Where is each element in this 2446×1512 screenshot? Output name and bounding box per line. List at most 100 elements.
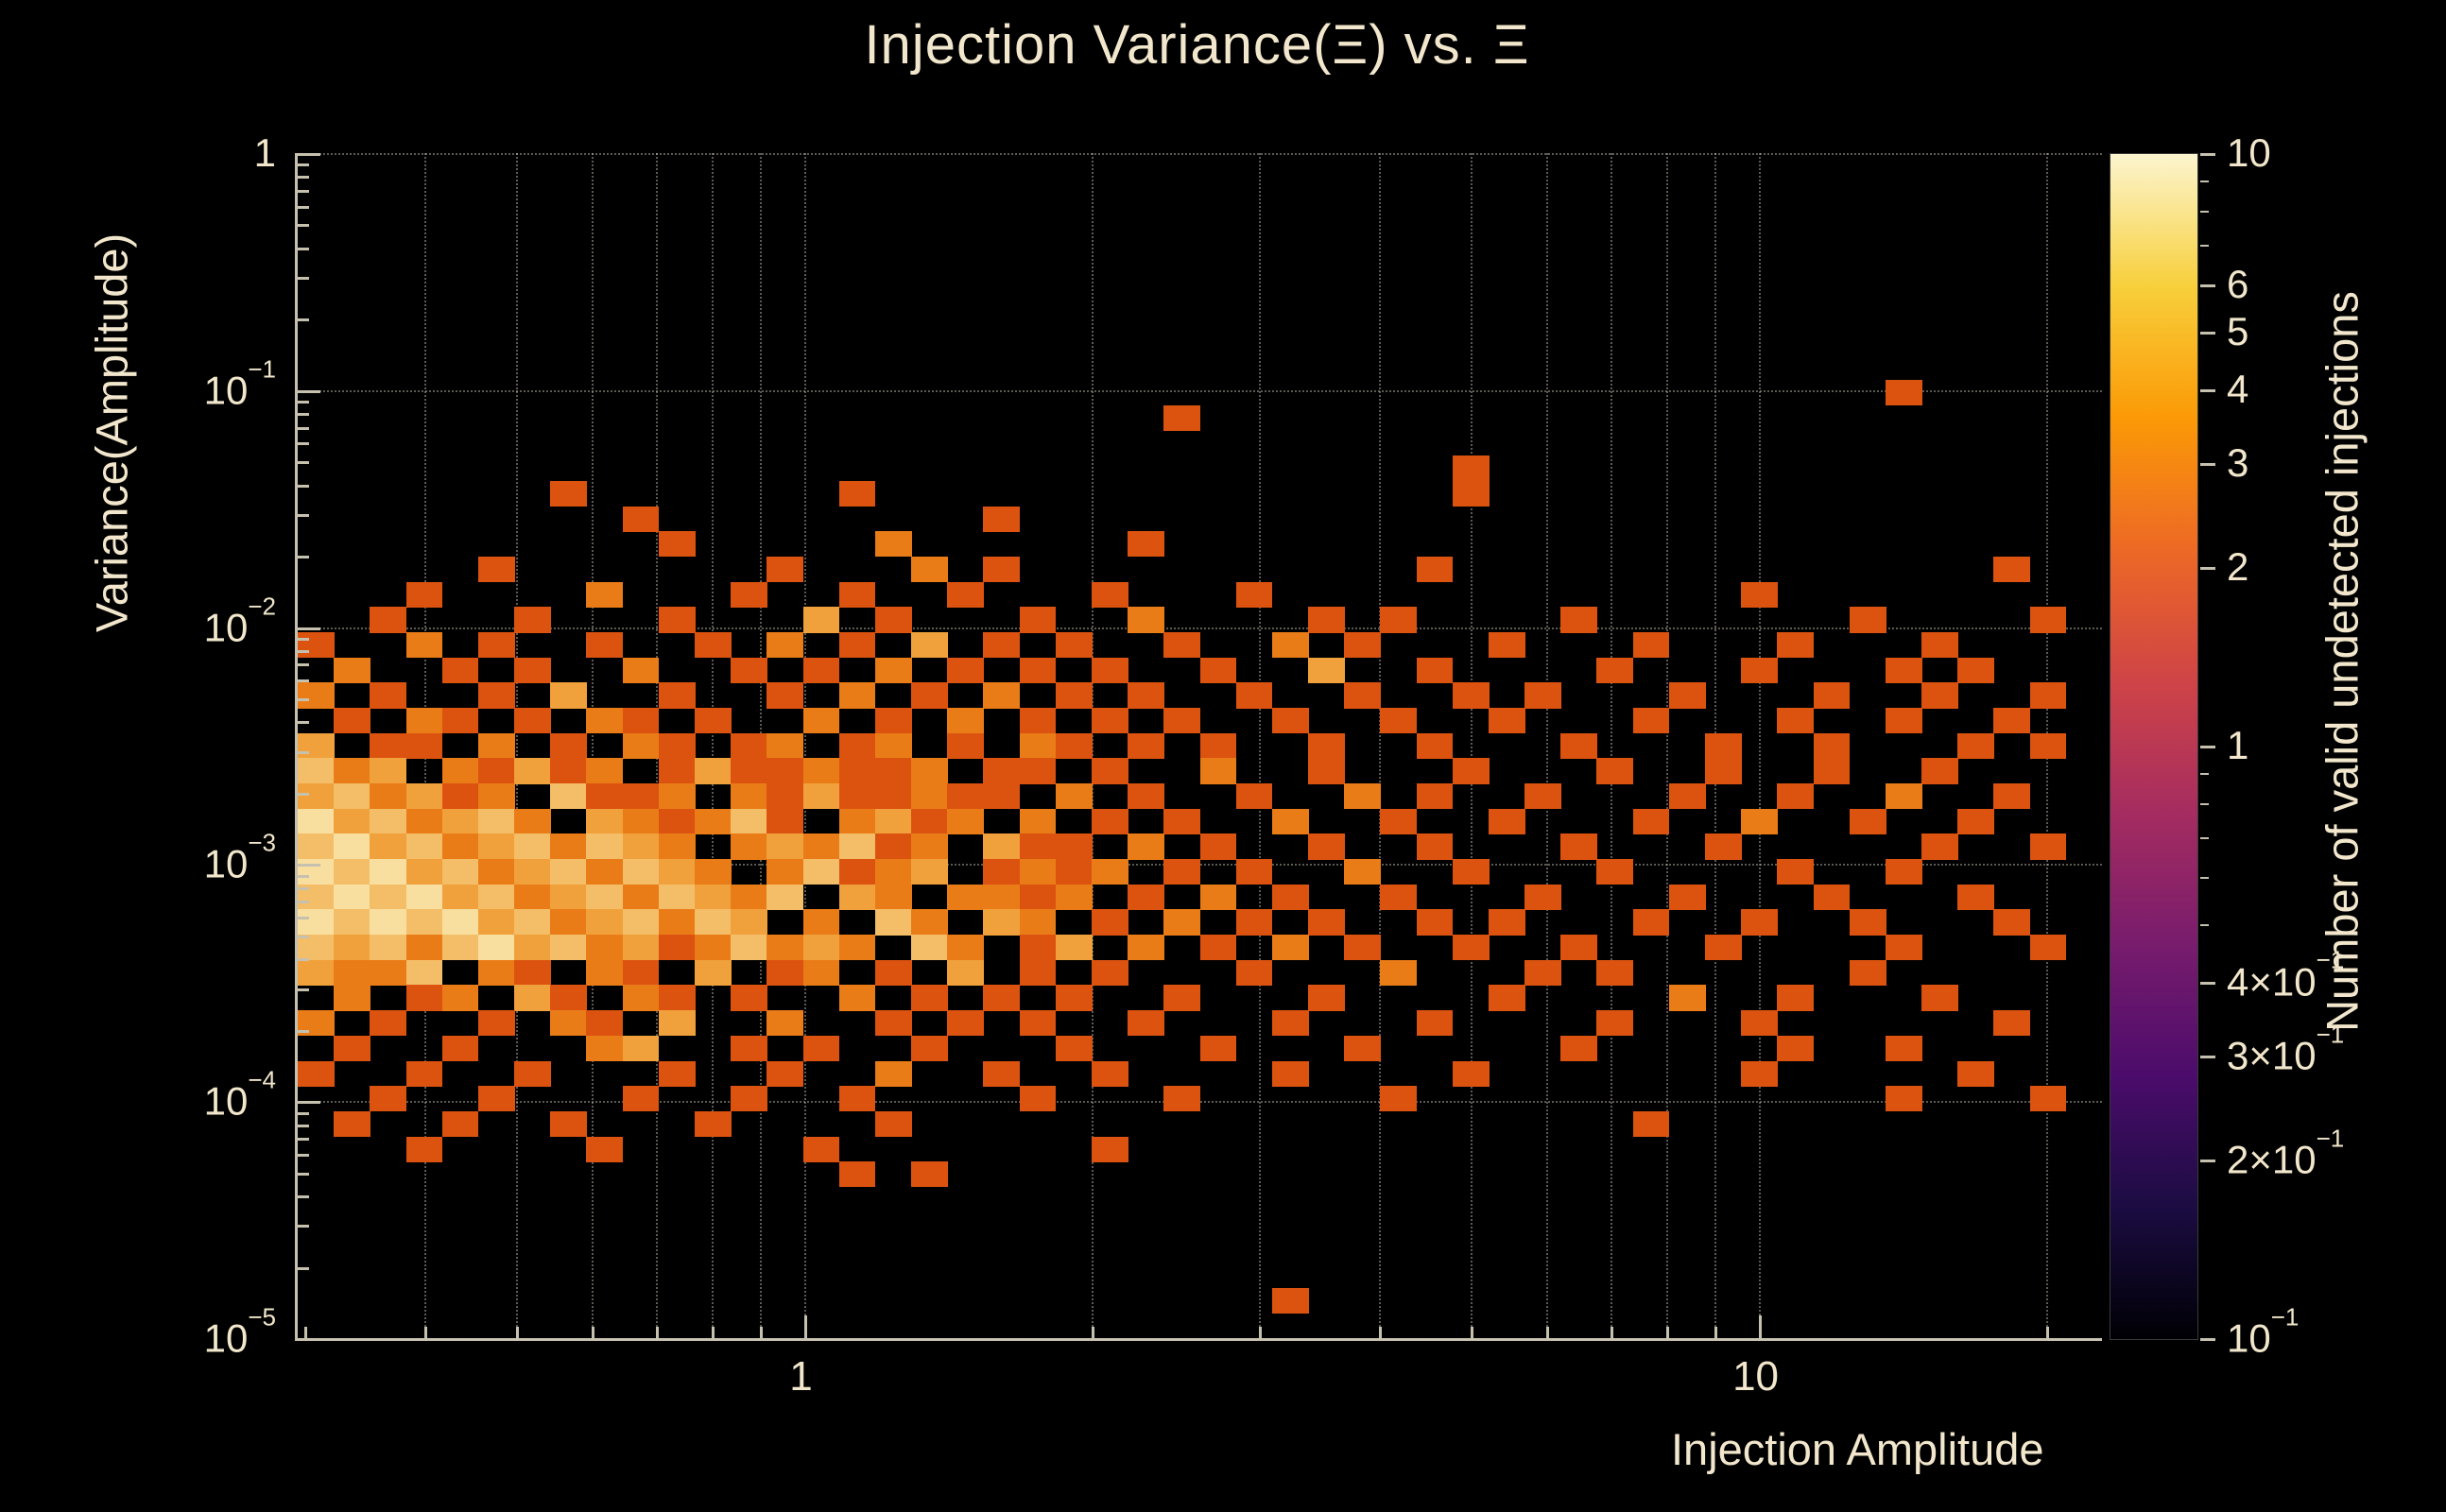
heatmap-cell (658, 732, 696, 759)
heatmap-cell (802, 707, 840, 734)
heatmap-cell (767, 935, 804, 961)
heatmap-cell (1885, 707, 1922, 734)
y-axis-tick (298, 426, 309, 430)
heatmap-cell (441, 783, 479, 810)
heatmap-cell (1885, 380, 1922, 406)
y-axis-tick (298, 1338, 320, 1341)
gridline-vertical (803, 153, 806, 1338)
heatmap-cell (1128, 1010, 1164, 1037)
heatmap-cell (1452, 682, 1490, 709)
heatmap-cell (874, 959, 912, 987)
heatmap-cell (1128, 935, 1164, 961)
heatmap-cell (1380, 959, 1418, 987)
heatmap-cell (947, 707, 984, 734)
heatmap-cell (1308, 909, 1345, 936)
heatmap-cell (658, 531, 696, 558)
heatmap-cell (1524, 783, 1561, 810)
heatmap-cell (1019, 833, 1057, 860)
heatmap-cell (1488, 707, 1525, 734)
heatmap-cell (370, 909, 407, 936)
heatmap-cell (441, 909, 479, 936)
heatmap-cell (2029, 607, 2067, 633)
heatmap-cell (1163, 631, 1201, 659)
x-axis-tick (1714, 1327, 1718, 1338)
heatmap-cell (1128, 607, 1164, 633)
heatmap-cell (983, 1060, 1021, 1087)
heatmap-cell (1091, 1060, 1128, 1087)
heatmap-cell (802, 909, 840, 936)
heatmap-cell (874, 732, 912, 759)
heatmap-cell (1596, 758, 1634, 784)
heatmap-cell (1344, 682, 1381, 709)
heatmap-cell (874, 1110, 912, 1138)
heatmap-cell (802, 1035, 840, 1062)
heatmap-cell (658, 808, 696, 834)
heatmap-cell (477, 909, 515, 936)
heatmap-cell (477, 833, 515, 860)
heatmap-cell (622, 732, 660, 759)
heatmap-cell (1091, 959, 1128, 987)
y-axis-tick (298, 1266, 309, 1270)
heatmap-cell (405, 732, 443, 759)
heatmap-cell (838, 808, 876, 834)
heatmap-cell (550, 909, 588, 936)
heatmap-cell (731, 581, 767, 608)
heatmap-cell (1596, 1010, 1634, 1037)
y-axis-tick (298, 638, 309, 642)
heatmap-cell (1632, 631, 1670, 659)
y-axis-tick (298, 958, 309, 962)
y-axis-tick (298, 163, 309, 167)
heatmap-cell (694, 1110, 732, 1138)
heatmap-cell (622, 707, 660, 734)
heatmap-cell (370, 833, 407, 860)
heatmap-cell (586, 859, 624, 885)
x-axis-tick (711, 1327, 715, 1338)
x-axis-tick (1758, 1315, 1762, 1338)
heatmap-cell (1524, 959, 1561, 987)
heatmap-cell (334, 959, 370, 987)
heatmap-cell (1271, 808, 1309, 834)
heatmap-cell (1668, 682, 1706, 709)
gridline-vertical (516, 153, 519, 1338)
heatmap-cell (1957, 1060, 1995, 1087)
y-axis-tick (298, 721, 309, 725)
heatmap-cell (1128, 732, 1164, 759)
heatmap-cell (1705, 758, 1742, 784)
heatmap-cell (477, 959, 515, 987)
heatmap-cell (370, 758, 407, 784)
heatmap-cell (731, 833, 767, 860)
heatmap-cell (1993, 707, 2031, 734)
heatmap-cell (441, 808, 479, 834)
heatmap-cell (1993, 783, 2031, 810)
heatmap-cell (694, 758, 732, 784)
heatmap-cell (1921, 631, 1958, 659)
heatmap-cell (622, 808, 660, 834)
y-axis-tick (298, 205, 309, 209)
heatmap-cell (405, 884, 443, 910)
heatmap-cell (1596, 859, 1634, 885)
heatmap-cell (334, 935, 370, 961)
heatmap-cell (838, 480, 876, 507)
heatmap-cell (1957, 808, 1995, 834)
heatmap-cell (874, 859, 912, 885)
heatmap-cell (441, 833, 479, 860)
colorbar (2110, 153, 2198, 1340)
heatmap-cell (1452, 935, 1490, 961)
heatmap-cell (838, 1161, 876, 1188)
heatmap-cell (441, 859, 479, 885)
heatmap-cell (1524, 884, 1561, 910)
heatmap-cell (1271, 935, 1309, 961)
heatmap-cell (983, 682, 1021, 709)
colorbar-minor-tick (2200, 1055, 2209, 1057)
heatmap-cell (802, 1136, 840, 1162)
heatmap-cell (874, 707, 912, 734)
colorbar-tick-label: 4 (2227, 366, 2249, 411)
heatmap-cell (1560, 1035, 1598, 1062)
heatmap-cell (1524, 682, 1561, 709)
heatmap-cell (911, 556, 948, 583)
heatmap-cell (586, 959, 624, 987)
heatmap-cell (947, 732, 984, 759)
heatmap-cell (1344, 631, 1381, 659)
y-axis-tick (298, 1153, 309, 1157)
